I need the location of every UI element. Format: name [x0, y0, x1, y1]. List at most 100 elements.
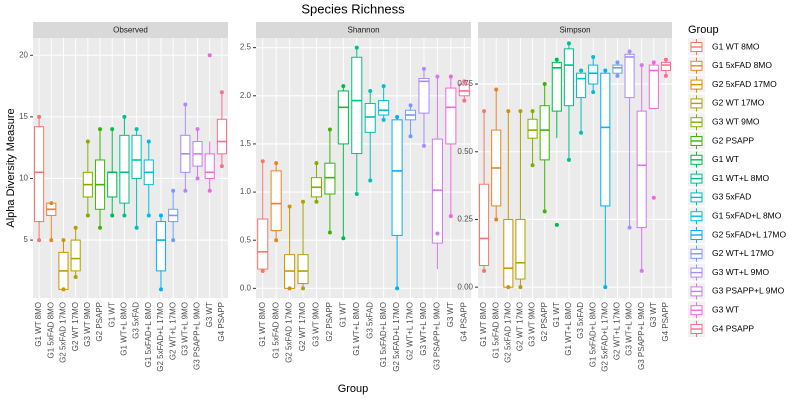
legend-label: G1 WT 8MO	[712, 41, 760, 51]
x-tick-label: G3 5xFAD	[132, 302, 141, 339]
box	[155, 221, 167, 272]
point	[73, 275, 78, 280]
legend-label: G3 5xFAD	[712, 192, 751, 202]
legend-label: G2 WT+L 17MO	[712, 248, 774, 258]
x-tick-label: G2 WT+L 17MO	[613, 302, 622, 360]
y-tick-label: 20	[19, 50, 28, 59]
box	[563, 48, 574, 107]
point	[506, 285, 511, 290]
strip	[33, 22, 228, 38]
x-tick-label: G2 WT 17MO	[516, 302, 525, 351]
point	[327, 230, 332, 235]
box	[648, 64, 659, 109]
point	[408, 103, 413, 108]
point	[146, 139, 151, 144]
point	[171, 188, 176, 193]
x-tick-label: G2 PSAPP	[95, 302, 104, 342]
x-axis-title: Group	[338, 383, 369, 395]
x-tick-label: G3 5xFAD	[576, 302, 585, 339]
point	[566, 41, 571, 46]
y-tick-label: 1.5	[240, 139, 252, 148]
x-tick-label: G3 5xFAD	[365, 302, 374, 339]
point	[274, 238, 279, 243]
x-tick-label: G2 5xFAD 17MO	[285, 302, 294, 363]
x-tick-label: G1 5xFAD+L 8MO	[144, 302, 153, 367]
box	[445, 87, 457, 145]
x-tick-label: G3 WT 9MO	[312, 302, 321, 347]
point	[566, 157, 571, 162]
x-tick-label: G2 5xFAD+L 17MO	[600, 302, 609, 372]
box	[204, 153, 215, 179]
box	[131, 134, 142, 179]
box	[70, 239, 81, 272]
x-tick-label: G1 WT	[338, 302, 347, 327]
x-tick-label: G3 PSAPP+L 9MO	[637, 302, 646, 370]
legend-label: G3 WT+L 9MO	[712, 267, 769, 277]
x-tick-label: G3 WT+L 9MO	[419, 302, 428, 356]
box	[458, 83, 470, 97]
point	[110, 127, 115, 132]
y-tick-label: 1.0	[240, 187, 252, 196]
x-tick-label: G3 WT 9MO	[528, 302, 537, 347]
point	[61, 287, 66, 292]
box	[107, 171, 118, 198]
point	[110, 213, 115, 218]
point	[219, 164, 224, 169]
point	[591, 54, 596, 59]
facet-title: Simpson	[559, 26, 590, 35]
box	[378, 100, 390, 116]
point	[639, 63, 644, 68]
point	[195, 127, 200, 132]
x-tick-label: G1 WT 8MO	[479, 302, 488, 347]
box	[527, 118, 538, 139]
x-tick-label: G2 5xFAD+L 17MO	[392, 302, 401, 372]
strip	[256, 22, 471, 38]
strip	[478, 22, 672, 38]
figure-title: Species Richness	[301, 1, 405, 16]
y-tick-label: 0.0	[240, 283, 252, 292]
box	[364, 102, 376, 133]
point	[462, 79, 467, 84]
point	[663, 73, 668, 78]
box	[503, 218, 514, 288]
y-tick-label: 2.0	[240, 91, 252, 100]
legend-label: G1 5xFAD+L 8MO	[712, 210, 782, 220]
box	[636, 110, 647, 229]
point	[615, 60, 620, 65]
box	[391, 119, 403, 236]
x-tick-label: G1 5xFAD 8MO	[491, 302, 500, 358]
point	[134, 127, 139, 132]
point	[207, 188, 212, 193]
point	[494, 87, 499, 92]
x-tick-label: G4 PSAPP	[661, 302, 670, 342]
legend-label: G3 WT 9MO	[712, 116, 760, 126]
x-tick-label: G2 WT+L 17MO	[406, 302, 415, 360]
point	[554, 57, 559, 62]
y-tick-label: 0.75	[457, 79, 473, 88]
point	[341, 236, 346, 241]
point	[542, 82, 547, 87]
point	[408, 134, 413, 139]
point	[146, 213, 151, 218]
x-tick-label: G3 WT	[446, 302, 455, 327]
point	[530, 109, 535, 114]
x-tick-label: G1 5xFAD+L 8MO	[379, 302, 388, 367]
x-tick-label: G1 WT 8MO	[34, 302, 43, 347]
point	[61, 238, 66, 243]
point	[448, 74, 453, 79]
x-tick-label: G1 WT 8MO	[258, 302, 267, 347]
box	[660, 61, 671, 71]
point	[207, 53, 212, 58]
x-tick-label: G1 WT+L 8MO	[352, 302, 361, 356]
box	[270, 170, 282, 232]
legend-label: G3 PSAPP+L 9MO	[712, 286, 785, 296]
point	[122, 213, 127, 218]
point	[381, 84, 386, 89]
point	[274, 161, 279, 166]
x-tick-label: G2 PSAPP	[540, 302, 549, 342]
point	[327, 127, 332, 132]
y-tick-label: 2.5	[240, 43, 252, 52]
point	[122, 114, 127, 119]
y-tick-label: 0.50	[457, 147, 473, 156]
point	[134, 225, 139, 230]
